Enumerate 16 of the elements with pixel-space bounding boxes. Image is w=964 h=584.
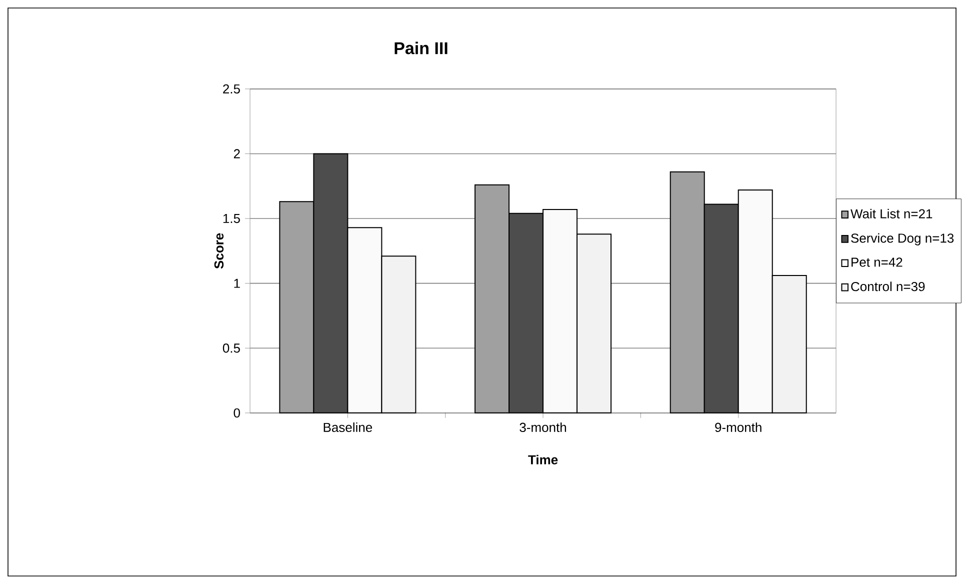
y-tick-label: 0 [234,408,240,418]
y-tick-label: 2.5 [223,84,240,94]
legend-label: Control n=39 [851,282,925,292]
x-tick-label: 3-month [520,422,566,432]
y-axis-title: Score [214,233,224,269]
legend-label: Service Dog n=13 [851,233,954,246]
x-tick-label: Baseline [324,422,372,432]
legend-label: Wait List n=21 [850,208,932,218]
x-tick-label: 9-month [715,422,762,432]
y-tick-label: 1 [234,278,240,288]
y-tick-label: 0.5 [222,344,240,353]
x-axis-title: Time [528,454,558,464]
y-tick-label: 1.5 [223,214,240,224]
chart-title: Pain III [394,42,448,54]
y-tick-label: 2 [234,149,240,158]
legend-label: Pet n=42 [852,258,902,267]
